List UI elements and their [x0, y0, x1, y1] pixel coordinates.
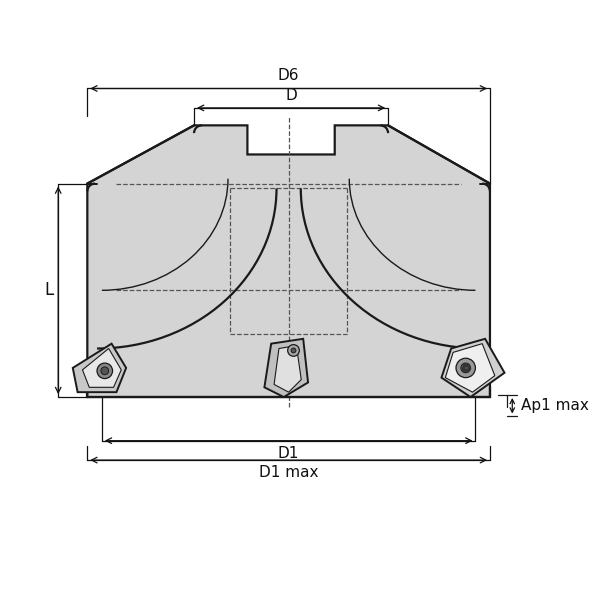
Circle shape — [97, 363, 113, 379]
Polygon shape — [274, 346, 301, 392]
Polygon shape — [73, 344, 126, 392]
Polygon shape — [442, 339, 505, 397]
Circle shape — [291, 348, 296, 353]
Text: L: L — [44, 281, 53, 299]
Text: D6: D6 — [278, 68, 299, 83]
Polygon shape — [265, 339, 308, 397]
Circle shape — [287, 344, 299, 356]
Circle shape — [461, 363, 470, 373]
Circle shape — [101, 367, 109, 375]
Text: D: D — [285, 88, 297, 103]
Text: D1: D1 — [278, 446, 299, 461]
Circle shape — [456, 358, 475, 377]
Text: Ap1 max: Ap1 max — [521, 398, 589, 413]
Polygon shape — [445, 344, 495, 392]
Polygon shape — [82, 349, 121, 388]
Polygon shape — [88, 125, 490, 397]
Text: D1 max: D1 max — [259, 465, 319, 480]
